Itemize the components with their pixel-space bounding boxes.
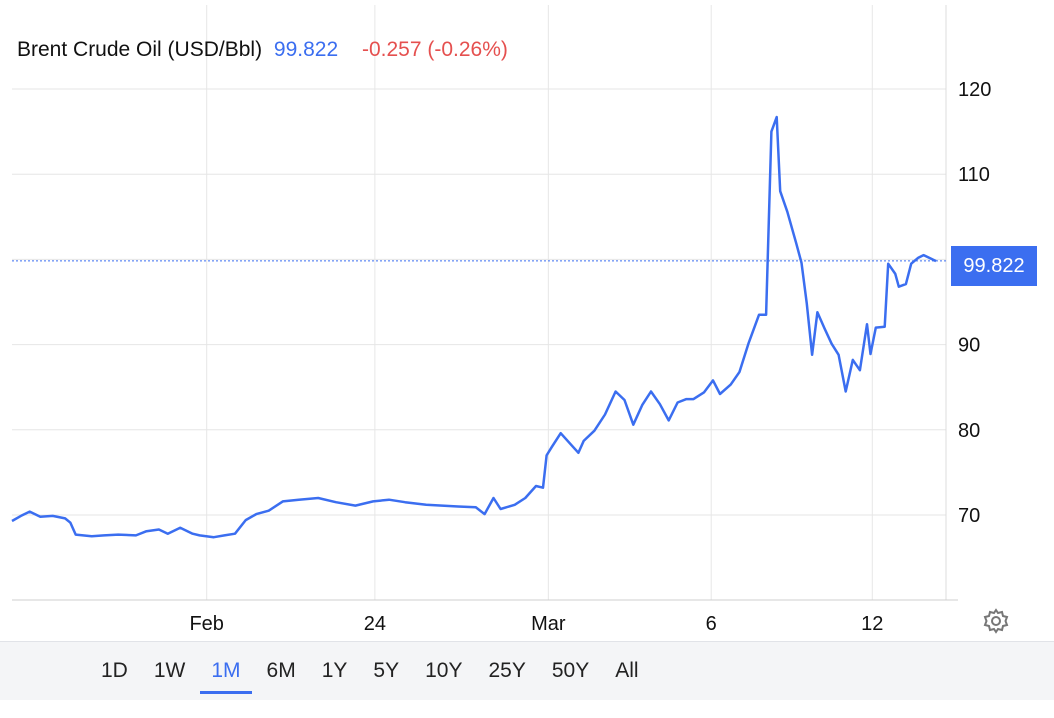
- range-button-1d[interactable]: 1D: [101, 659, 128, 682]
- range-button-1w[interactable]: 1W: [153, 659, 186, 682]
- range-button-25y[interactable]: 25Y: [488, 659, 526, 682]
- instrument-title: Brent Crude Oil (USD/Bbl): [17, 38, 263, 61]
- price-change: -0.257 (-0.26%): [362, 38, 508, 61]
- range-selector-bar: 1D 1W 1M 6M 1Y 5Y 10Y 25Y 50Y All: [0, 641, 1054, 700]
- x-tick-label: 6: [706, 613, 717, 635]
- price-series-line: [11, 115, 937, 539]
- y-tick-label: 70: [958, 505, 980, 527]
- x-tick-label: 24: [364, 613, 386, 635]
- x-tick-label: Feb: [189, 613, 223, 635]
- line-chart: 70 80 90 110 120 Feb 24 Mar 6 12: [11, 5, 991, 635]
- range-button-5y[interactable]: 5Y: [373, 659, 400, 682]
- chart-area: 70 80 90 110 120 Feb 24 Mar 6 12 Brent Crude Oil …: [11, 5, 1037, 635]
- range-selector: 1D 1W 1M 6M 1Y 5Y 10Y 25Y 50Y All: [88, 642, 652, 700]
- x-tick-label: 12: [861, 613, 883, 635]
- y-tick-label: 120: [958, 79, 991, 101]
- range-button-1m[interactable]: 1M: [198, 642, 253, 700]
- y-tick-label: 110: [958, 164, 990, 186]
- chart-header: Brent Crude Oil (USD/Bbl) 99.822 -0.257 …: [17, 38, 508, 62]
- range-button-50y[interactable]: 50Y: [551, 659, 590, 682]
- x-tick-label: Mar: [531, 613, 566, 635]
- current-price: 99.822: [273, 38, 339, 61]
- range-button-6m[interactable]: 6M: [266, 659, 296, 682]
- y-tick-label: 90: [958, 335, 980, 357]
- gear-icon[interactable]: [983, 608, 1009, 634]
- range-button-1y[interactable]: 1Y: [321, 659, 348, 682]
- y-tick-label: 80: [958, 420, 980, 442]
- range-button-10y[interactable]: 10Y: [425, 659, 463, 682]
- range-button-all[interactable]: All: [615, 659, 639, 682]
- last-price-tag: 99.822: [951, 246, 1037, 286]
